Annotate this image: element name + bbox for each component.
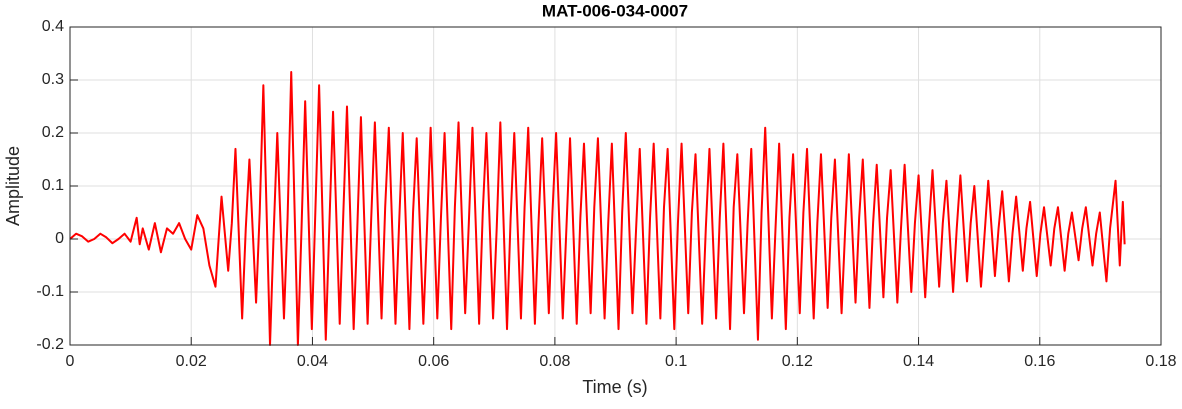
y-tick-label: 0.3 [42,71,64,88]
x-tick-label: 0.06 [418,353,449,370]
y-tick-label: -0.1 [36,283,64,300]
x-axis-label: Time (s) [582,377,647,397]
chart-title: MAT-006-034-0007 [542,1,688,20]
y-tick-label: 0.4 [42,18,64,35]
y-tick-label: 0.2 [42,124,64,141]
x-tick-label: 0.12 [782,353,813,370]
x-tick-label: 0.1 [665,353,687,370]
ticks: 0 0.02 0.04 0.06 0.08 0.1 0.12 0.14 0.16 0.18 -0.2… [36,18,1176,370]
x-tick-label: 0.14 [903,353,934,370]
x-tick-label: 0.08 [539,353,570,370]
y-tick-label: 0.1 [42,177,64,194]
x-tick-label: 0.18 [1145,353,1176,370]
waveform-line [69,71,1126,346]
x-tick-label: 0 [66,353,75,370]
x-tick-label: 0.02 [176,353,207,370]
y-tick-label: -0.2 [36,336,64,353]
plot [69,71,1126,346]
x-tick-label: 0.04 [297,353,328,370]
y-tick-label: 0 [55,230,64,247]
x-tick-label: 0.16 [1024,353,1055,370]
y-axis-label: Amplitude [3,146,23,226]
